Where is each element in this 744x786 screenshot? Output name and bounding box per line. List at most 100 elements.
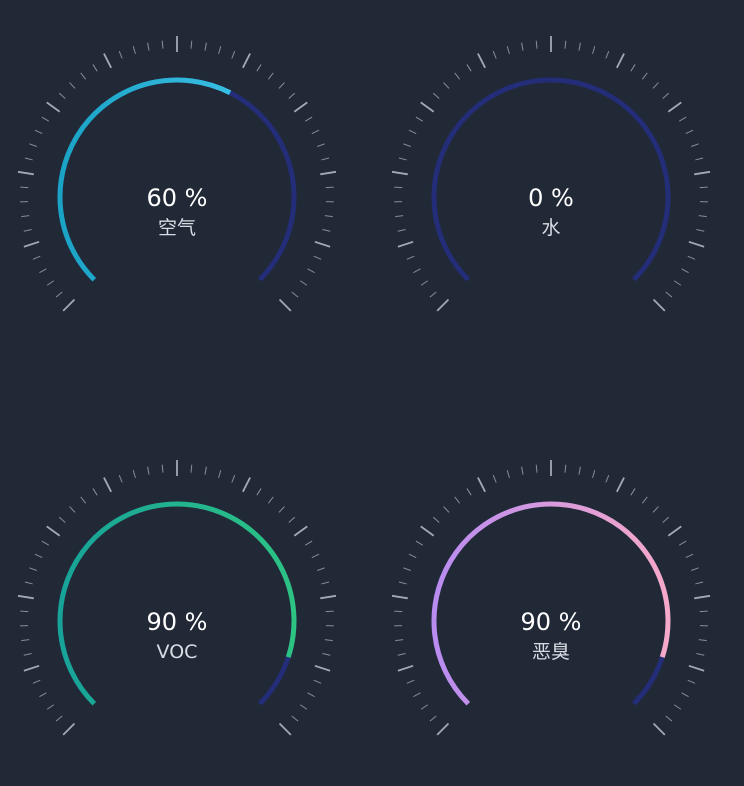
gauge-minor-tick [420,704,429,710]
gauge-minor-tick [415,540,424,546]
gauge-minor-tick [687,679,696,684]
gauge-minor-tick [429,291,437,298]
gauge-minor-tick [58,516,66,523]
gauge-minor-tick [299,280,308,286]
gauge-minor-tick [662,92,670,99]
gauge-minor-tick [699,610,708,613]
gauge-minor-tick [58,92,66,99]
gauge-ticks [391,460,711,736]
gauge-minor-tick [443,82,450,89]
gauge-minor-tick [492,50,497,59]
gauge-minor-tick [652,506,659,513]
gauge-minor-tick [408,129,417,135]
gauge-minor-tick [398,157,407,161]
gauge-minor-tick [403,567,411,572]
gauge-major-tick [293,525,308,537]
gauge-major-tick [17,594,34,600]
gauge-minor-tick [592,46,596,55]
gauge-minor-tick [492,474,497,483]
gauge-minor-tick [665,715,673,722]
gauge-value: 90 % [521,608,582,636]
gauge-minor-tick [521,466,524,475]
gauge-ticks [391,36,711,312]
gauge-value: 90 % [147,608,208,636]
gauge-minor-tick [592,470,596,479]
gauge-minor-tick [662,516,670,523]
gauge-minor-tick [21,639,30,642]
gauge-minor-tick [118,474,123,483]
gauge-minor-tick [41,116,50,122]
gauge-minor-tick [325,186,334,189]
gauge-minor-tick [161,464,164,473]
gauge-major-tick [242,477,251,493]
gauge-major-tick [391,170,408,176]
gauge-minor-tick [24,581,33,585]
gauge-major-tick [391,594,408,600]
gauge-progress-arc [57,501,297,706]
gauge-minor-tick [23,653,32,656]
gauge-minor-tick [92,64,98,72]
gauge-minor-tick [578,42,581,51]
gauge-minor-tick [231,474,236,483]
gauge-minor-tick [698,639,707,642]
gauge-value: 60 % [147,184,208,212]
gauge-water: 0 % 水 [391,36,711,312]
gauge-minor-tick [678,540,687,546]
gauge-minor-tick [698,215,707,218]
gauge-minor-tick [564,464,567,473]
gauge-minor-tick [118,50,123,59]
gauge-minor-tick [691,567,699,572]
gauge-minor-tick [291,715,299,722]
gauge-major-tick [46,101,61,113]
gauge-major-tick [242,53,251,69]
gauge-major-tick [616,53,625,69]
gauge-minor-tick [696,653,705,656]
gauge-minor-tick [578,466,581,475]
gauge-minor-tick [299,704,308,710]
gauge-minor-tick [20,186,29,189]
gauge-minor-tick [317,567,325,572]
gauge-track [431,77,671,282]
gauge-minor-tick [432,516,440,523]
gauge-minor-tick [665,291,673,298]
gauge-minor-tick [80,72,87,80]
gauge-minor-tick [454,496,461,504]
gauge-minor-tick [325,610,334,613]
gauge-minor-tick [397,229,406,232]
gauge-major-tick [420,101,435,113]
gauge-minor-tick [394,610,403,613]
gauge-minor-tick [55,291,63,298]
gauge-minor-tick [291,291,299,298]
gauge-major-tick [652,298,666,312]
gauge-minor-tick [267,496,274,504]
gauge-progress-arc [431,501,671,706]
gauge-major-tick [17,170,34,176]
gauge-minor-tick [132,46,136,55]
gauge-minor-tick [681,692,689,698]
gauge-minor-tick [521,42,524,51]
gauge-minor-tick [304,116,313,122]
gauge-minor-tick [32,679,41,684]
gauge-minor-tick [394,186,403,189]
gauge-minor-tick [132,470,136,479]
gauge-minor-tick [641,496,648,504]
gauge-minor-tick [39,268,47,274]
gauge-major-tick [46,525,61,537]
gauge-major-tick [62,722,76,736]
gauge-minor-tick [34,553,43,559]
gauge-minor-tick [46,704,55,710]
gauge-minor-tick [673,280,682,286]
gauge-minor-tick [630,488,636,496]
gauge-minor-tick [641,72,648,80]
gauge-minor-tick [652,82,659,89]
gauge-major-tick [314,664,331,672]
gauge-minor-tick [696,229,705,232]
gauge-minor-tick [278,506,285,513]
gauge-label: 水 [541,217,560,239]
gauge-minor-tick [231,50,236,59]
gauge-major-tick [652,722,666,736]
gauge-minor-tick [687,255,696,260]
gauge-major-tick [667,525,682,537]
gauge-progress-arc [57,77,232,282]
gauge-minor-tick [322,229,331,232]
